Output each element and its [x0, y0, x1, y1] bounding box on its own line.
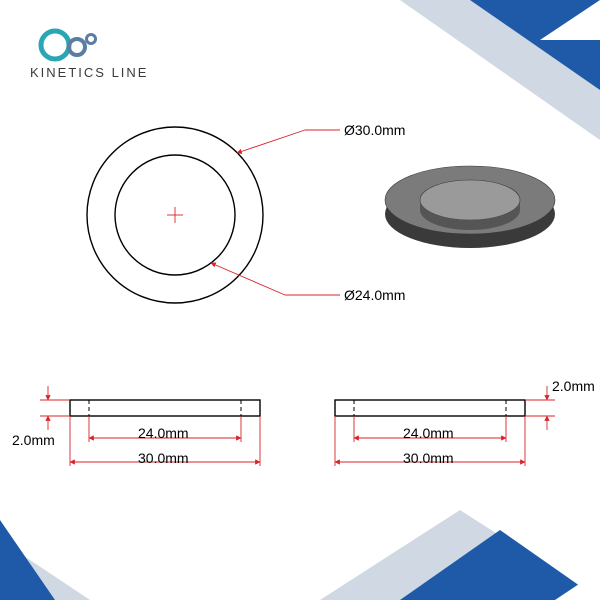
decor-bottom-right	[320, 510, 600, 600]
decor-top-right	[400, 0, 600, 140]
label-right-24: 24.0mm	[403, 425, 454, 441]
label-left-thick: 2.0mm	[12, 432, 55, 448]
isometric-render	[385, 166, 555, 248]
label-right-thick: 2.0mm	[552, 378, 595, 394]
label-left-24: 24.0mm	[138, 425, 189, 441]
decor-bottom-left	[0, 480, 90, 600]
label-right-30: 30.0mm	[403, 450, 454, 466]
brand-name: KINETICS LINE	[30, 65, 148, 80]
label-inner-dia: Ø24.0mm	[344, 287, 405, 303]
label-outer-dia: Ø30.0mm	[344, 122, 405, 138]
brand-logo	[41, 31, 96, 59]
label-left-30: 30.0mm	[138, 450, 189, 466]
top-view	[87, 127, 340, 303]
drawing-canvas	[0, 0, 600, 600]
